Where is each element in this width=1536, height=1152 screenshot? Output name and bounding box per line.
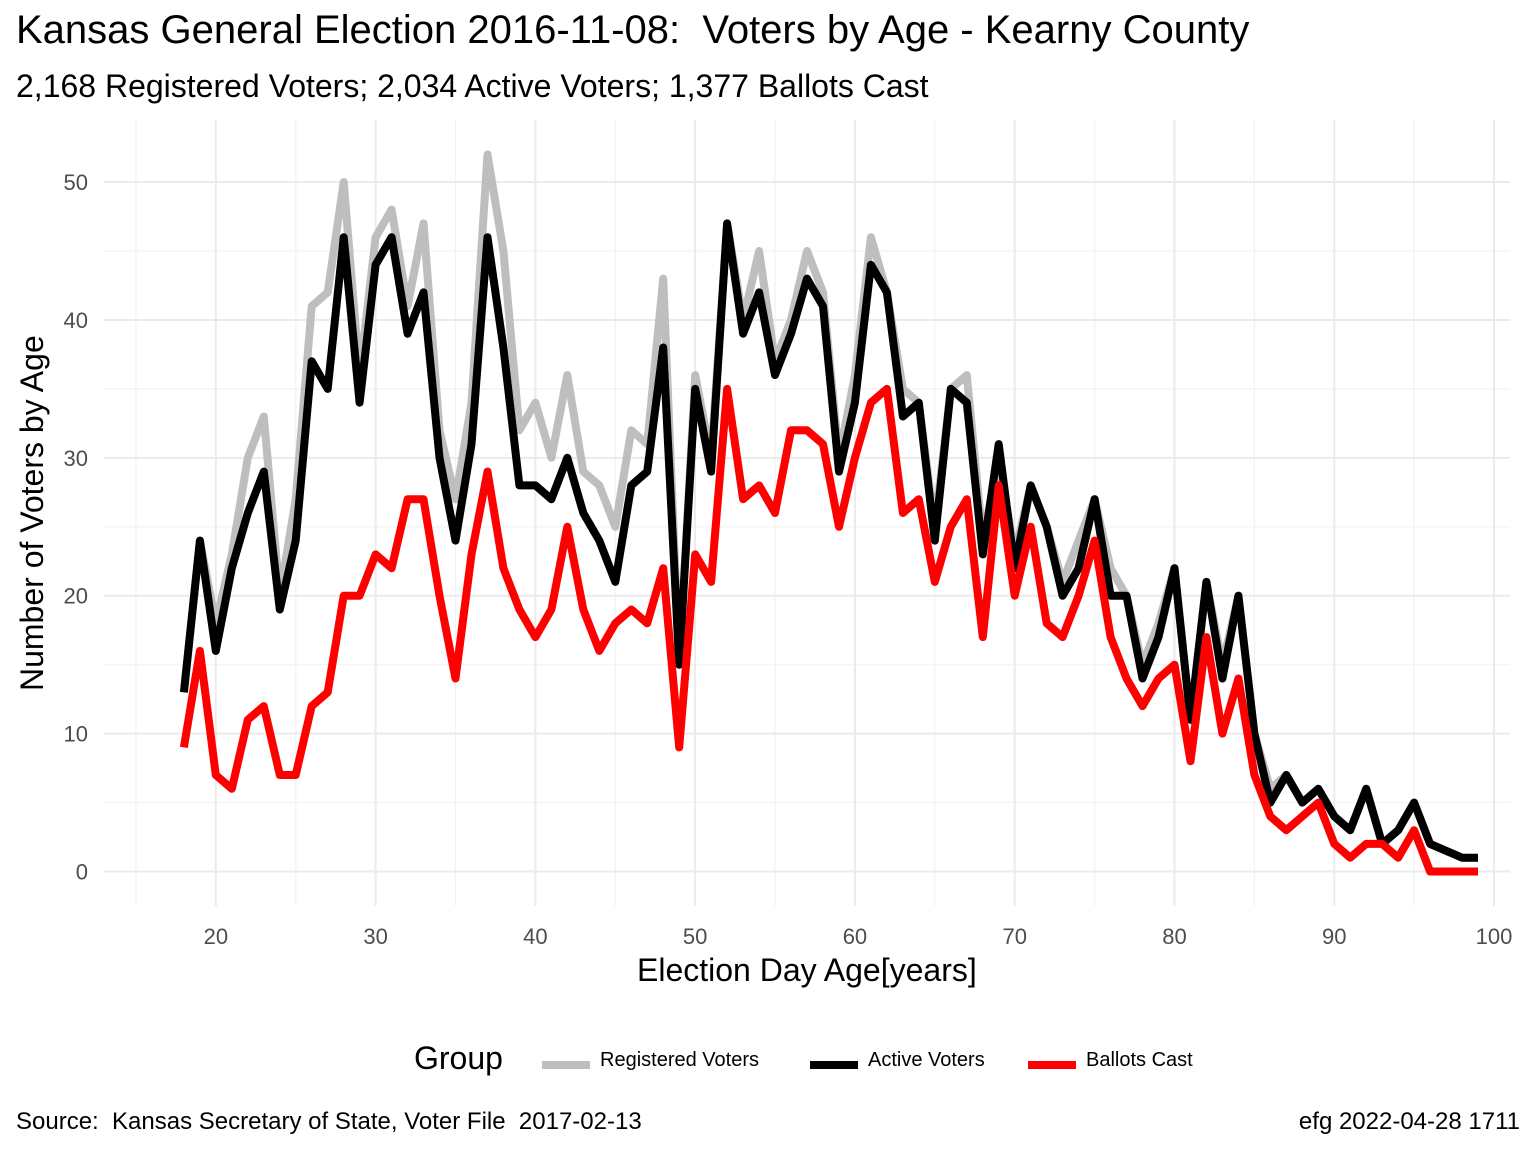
legend-key-ballots-cast bbox=[1028, 1061, 1076, 1069]
y-tick-label: 0 bbox=[76, 860, 88, 885]
series-line-active-voters bbox=[179, 219, 1478, 862]
y-tick-label: 10 bbox=[64, 722, 88, 747]
y-tick-label: 30 bbox=[64, 446, 88, 471]
x-tick-label: 70 bbox=[1002, 924, 1026, 949]
series-lines bbox=[179, 150, 1478, 876]
x-axis-ticks: 20 30 40 50 60 70 80 90 100 bbox=[204, 924, 1513, 949]
source-caption: Source: Kansas Secretary of State, Voter… bbox=[16, 1108, 642, 1135]
y-axis-label: Number of Voters by Age bbox=[14, 335, 50, 691]
legend-label-active-voters: Active Voters bbox=[868, 1049, 985, 1071]
legend-key-active-voters bbox=[810, 1061, 858, 1069]
y-tick-label: 50 bbox=[64, 170, 88, 195]
series-line-ballots-cast bbox=[179, 384, 1478, 876]
y-tick-label: 40 bbox=[64, 308, 88, 333]
legend: Group Registered Voters Active Voters Ba… bbox=[0, 1040, 1536, 1084]
y-axis-ticks: 0 10 20 30 40 50 bbox=[64, 170, 88, 884]
legend-title: Group bbox=[414, 1040, 503, 1076]
y-tick-label: 20 bbox=[64, 584, 88, 609]
x-tick-label: 40 bbox=[523, 924, 547, 949]
legend-label-registered-voters: Registered Voters bbox=[600, 1049, 759, 1071]
x-tick-label: 60 bbox=[843, 924, 867, 949]
legend-label-ballots-cast: Ballots Cast bbox=[1086, 1049, 1193, 1071]
x-tick-label: 100 bbox=[1476, 924, 1513, 949]
minor-gridlines bbox=[104, 120, 1510, 906]
x-tick-label: 80 bbox=[1162, 924, 1186, 949]
x-tick-label: 90 bbox=[1322, 924, 1346, 949]
x-tick-label: 50 bbox=[683, 924, 707, 949]
legend-key-registered-voters bbox=[542, 1061, 590, 1069]
x-tick-label: 20 bbox=[204, 924, 228, 949]
x-axis-label: Election Day Age[years] bbox=[637, 952, 977, 988]
credit-caption: efg 2022-04-28 1711 bbox=[1298, 1108, 1520, 1135]
chart-title: Kansas General Election 2016-11-08: Vote… bbox=[16, 8, 1250, 52]
chart-subtitle: 2,168 Registered Voters; 2,034 Active Vo… bbox=[16, 68, 929, 104]
x-tick-label: 30 bbox=[363, 924, 387, 949]
major-gridlines bbox=[104, 120, 1510, 906]
